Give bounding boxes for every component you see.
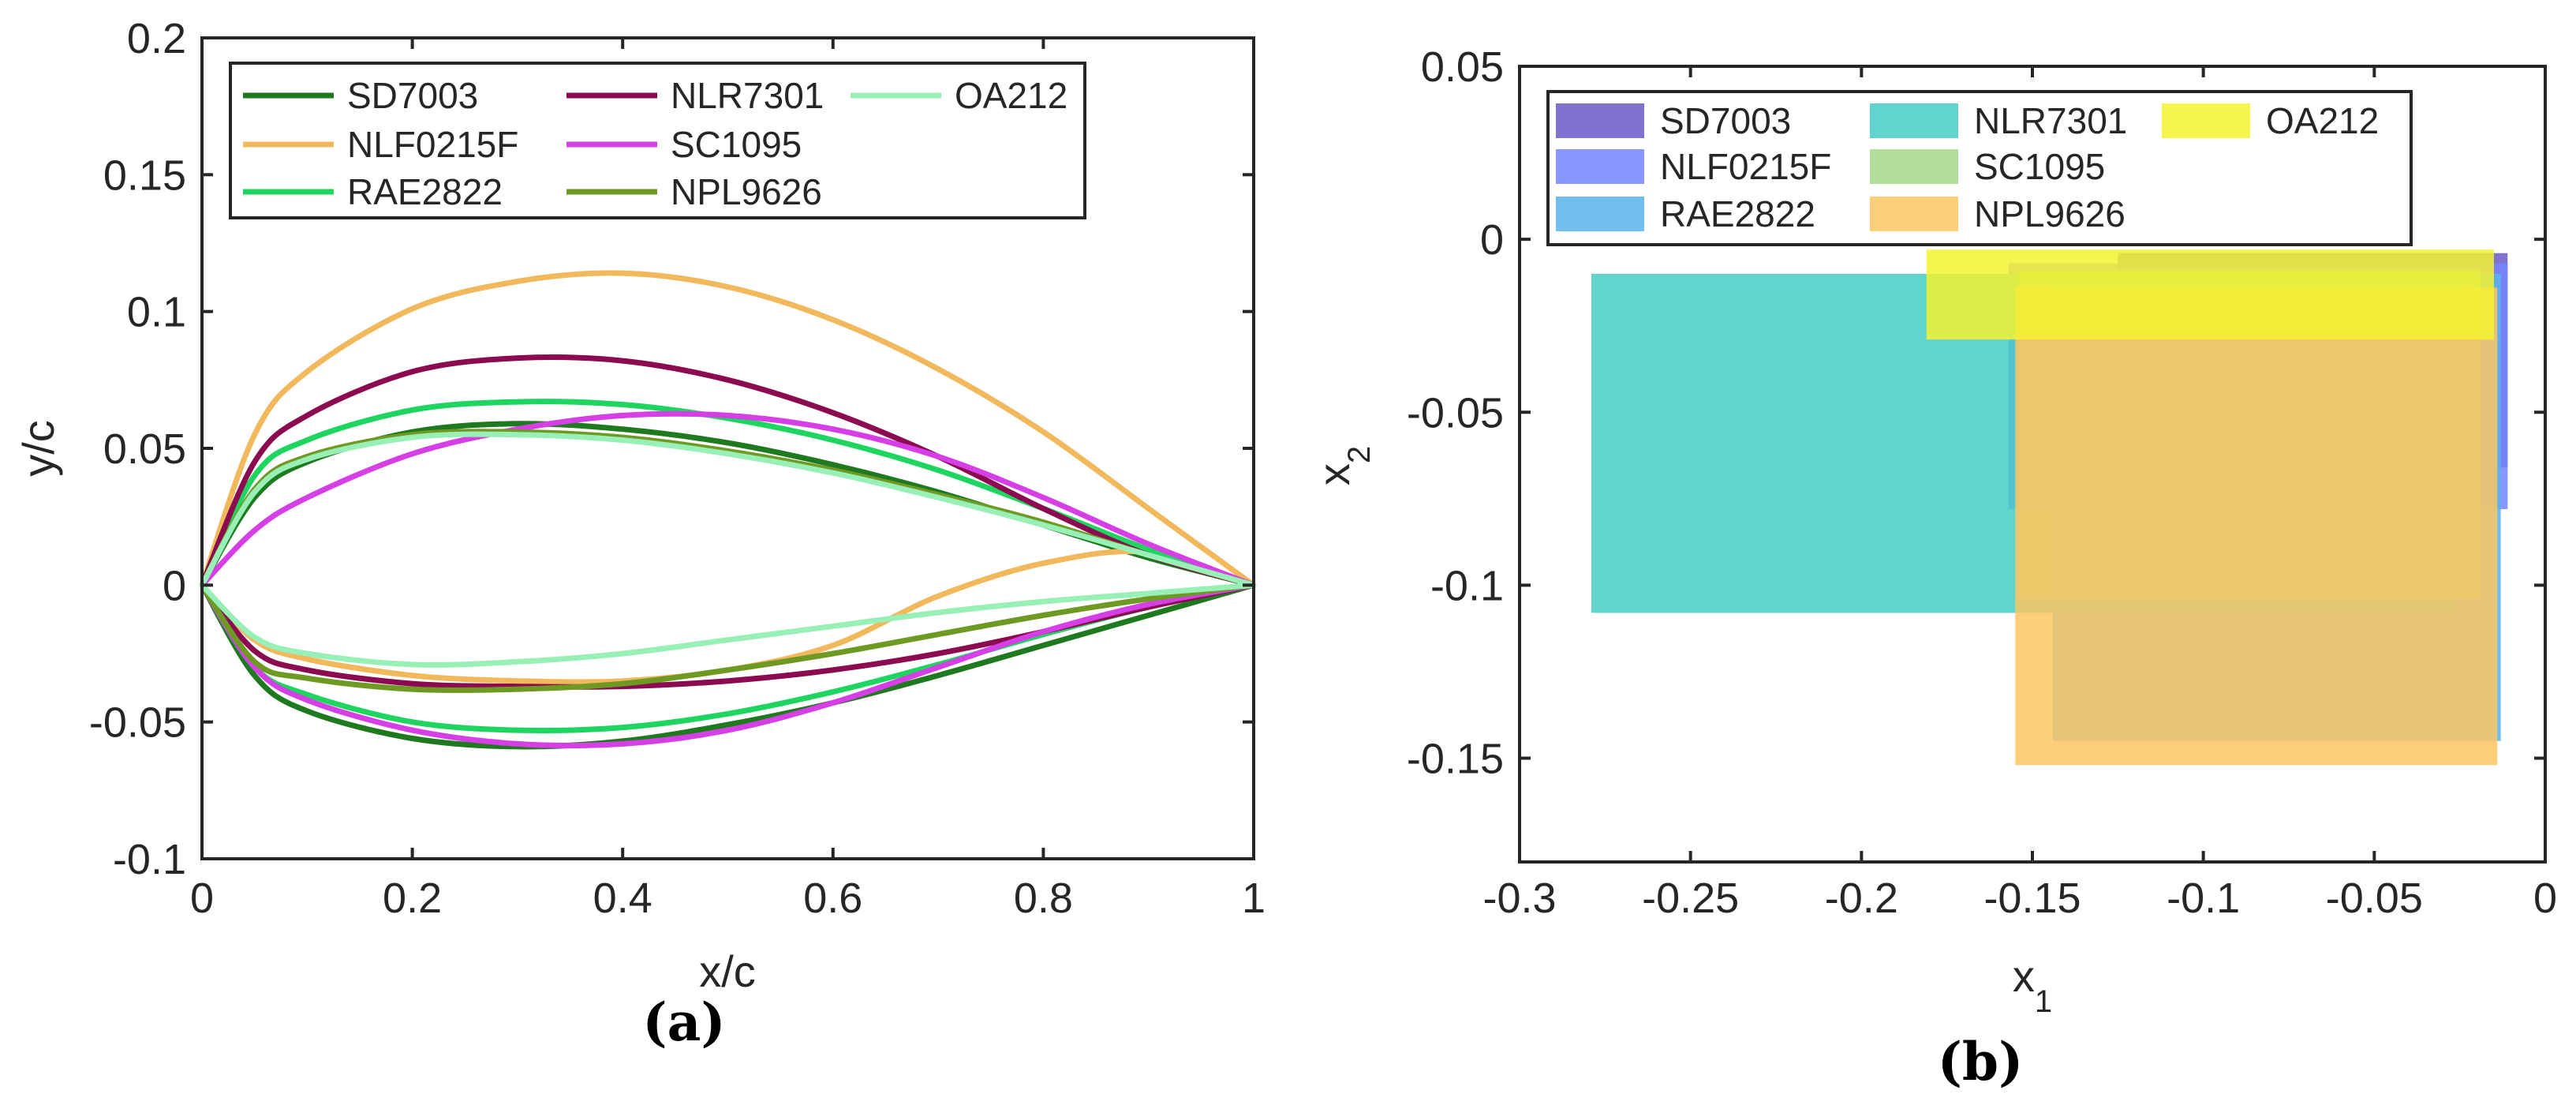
legend-swatch-nlf0215f-range (1556, 149, 1644, 184)
panel-a-xtick-label: 0.6 (803, 875, 862, 922)
range-rect-oa212 (1926, 249, 2494, 340)
legend-label-nlf0215f: NLF0215F (347, 124, 518, 165)
panel-a-legend: SD7003 NLF0215F RAE2822 NLR7301 SC1095 NPL962… (229, 62, 1086, 219)
panel-b-ytick-label: 0.05 (1421, 43, 1504, 91)
panel-b-ytick-label: -0.1 (1430, 562, 1504, 609)
legend-swatch-oa212-range (2162, 103, 2250, 138)
airfoil-oa212-upper-surface (199, 431, 1257, 588)
panel-a-lines (199, 270, 1257, 750)
panel-b-ytick-label: -0.15 (1407, 736, 1504, 783)
panel-a-xtick-label: 0.8 (1014, 875, 1073, 922)
airfoil-oa212-lower-surface (199, 582, 1257, 668)
legend-label-npl9626-range: NPL9626 (1974, 193, 2125, 234)
legend-label-sc1095: SC1095 (671, 124, 802, 165)
airfoil-nlr7301-upper-surface (199, 354, 1257, 588)
panel-a-ylabel: y/c (13, 420, 63, 477)
panel-b-xlabel-sub: 1 (2035, 984, 2052, 1019)
panel-b-label: (b) (1938, 1031, 2024, 1092)
panel-b-ylabel: x2 (1309, 446, 1377, 485)
legend-swatch-sc1095-range (1870, 149, 1958, 184)
legend-label-rae2822: RAE2822 (347, 171, 503, 212)
airfoil-sc1095-upper-surface (199, 410, 1257, 588)
panel-b-ylabel-sub: 2 (1342, 446, 1377, 463)
airfoil-rae2822-upper-surface (199, 399, 1257, 588)
panel-a-ytick-label: 0.15 (103, 152, 186, 199)
panel-b-legend-box (1546, 90, 2413, 246)
panel-b-xtick-label: -0.05 (2326, 875, 2423, 922)
legend-swatch-rae2822-range (1556, 197, 1644, 231)
panel-a-xtick-label: 1 (1242, 875, 1266, 922)
panel-a-xlabel: x/c (699, 946, 756, 996)
panel-b-legend: SD7003 NLF0215F RAE2822 NLR7301 SC1095 NPL962… (1546, 90, 2413, 246)
panel-a: 0 0.2 0.4 0.6 0.8 1 -0.1 -0.05 0 0.05 0.1 0.15 0.2 x… (13, 15, 1266, 1053)
legend-label-nlr7301: NLR7301 (671, 75, 824, 116)
panel-a-ytick-label: 0.1 (127, 289, 186, 336)
panel-a-ticks: 0 0.2 0.4 0.6 0.8 1 -0.1 -0.05 0 0.05 0.1 0.15 0.2 (89, 15, 1266, 922)
legend-label-sd7003: SD7003 (347, 75, 478, 116)
legend-label-nlr7301-range: NLR7301 (1974, 100, 2127, 141)
panel-b-ylabel-main: x (1309, 463, 1359, 485)
range-rect-npl9626 (2015, 287, 2498, 766)
panel-a-ytick-label: -0.1 (113, 836, 186, 883)
legend-swatch-nlr7301-range (1870, 103, 1958, 138)
panel-b-xtick-label: -0.25 (1642, 875, 1739, 922)
panel-a-label: (a) (642, 991, 725, 1053)
panel-b-xlabel-main: x (2013, 951, 2035, 1001)
panel-b-xtick-label: -0.2 (1825, 875, 1898, 922)
panel-b-ytick-label: -0.05 (1407, 389, 1504, 436)
panel-b-rectangles (1591, 249, 2508, 766)
panel-a-ytick-label: -0.05 (89, 699, 186, 747)
panel-a-legend-box (229, 62, 1086, 219)
legend-label-sd7003-range: SD7003 (1660, 100, 1791, 141)
panel-a-ytick-label: 0 (163, 562, 186, 609)
panel-a-xtick-label: 0.4 (593, 875, 652, 922)
airfoil-npl9626-lower-surface (199, 582, 1257, 693)
legend-label-nlf0215f-range: NLF0215F (1660, 146, 1831, 187)
panel-b-xtick-label: -0.1 (2167, 875, 2240, 922)
panel-a-ytick-label: 0.05 (103, 425, 186, 473)
panel-b-ticks: -0.3 -0.25 -0.2 -0.15 -0.1 -0.05 0 -0.15 -0.1 -0.… (1407, 43, 2557, 922)
panel-a-xtick-label: 0 (190, 875, 214, 922)
panel-b-xlabel: x1 (2013, 951, 2052, 1019)
panel-a-xtick-label: 0.2 (383, 875, 442, 922)
panel-b: -0.3 -0.25 -0.2 -0.15 -0.1 -0.05 0 -0.15 -0.1 -0.… (1309, 43, 2557, 1092)
panel-b-xtick-label: -0.15 (1983, 875, 2081, 922)
panel-b-xtick-label: 0 (2533, 875, 2557, 922)
panel-a-ytick-label: 0.2 (127, 15, 186, 62)
legend-label-oa212-range: OA212 (2266, 100, 2379, 141)
legend-label-npl9626: NPL9626 (671, 171, 822, 212)
panel-b-ytick-label: 0 (1480, 216, 1504, 264)
legend-swatch-sd7003-range (1556, 103, 1644, 138)
airfoil-sd7003-lower-surface (199, 582, 1257, 750)
legend-label-rae2822-range: RAE2822 (1660, 193, 1815, 234)
legend-swatch-npl9626-range (1870, 197, 1958, 231)
panel-b-xtick-label: -0.3 (1482, 875, 1556, 922)
airfoil-nlf0215f-upper-surface (199, 270, 1257, 588)
legend-label-oa212: OA212 (955, 75, 1067, 116)
legend-label-sc1095-range: SC1095 (1974, 146, 2105, 187)
airfoil-sc1095-lower-surface (199, 582, 1257, 749)
